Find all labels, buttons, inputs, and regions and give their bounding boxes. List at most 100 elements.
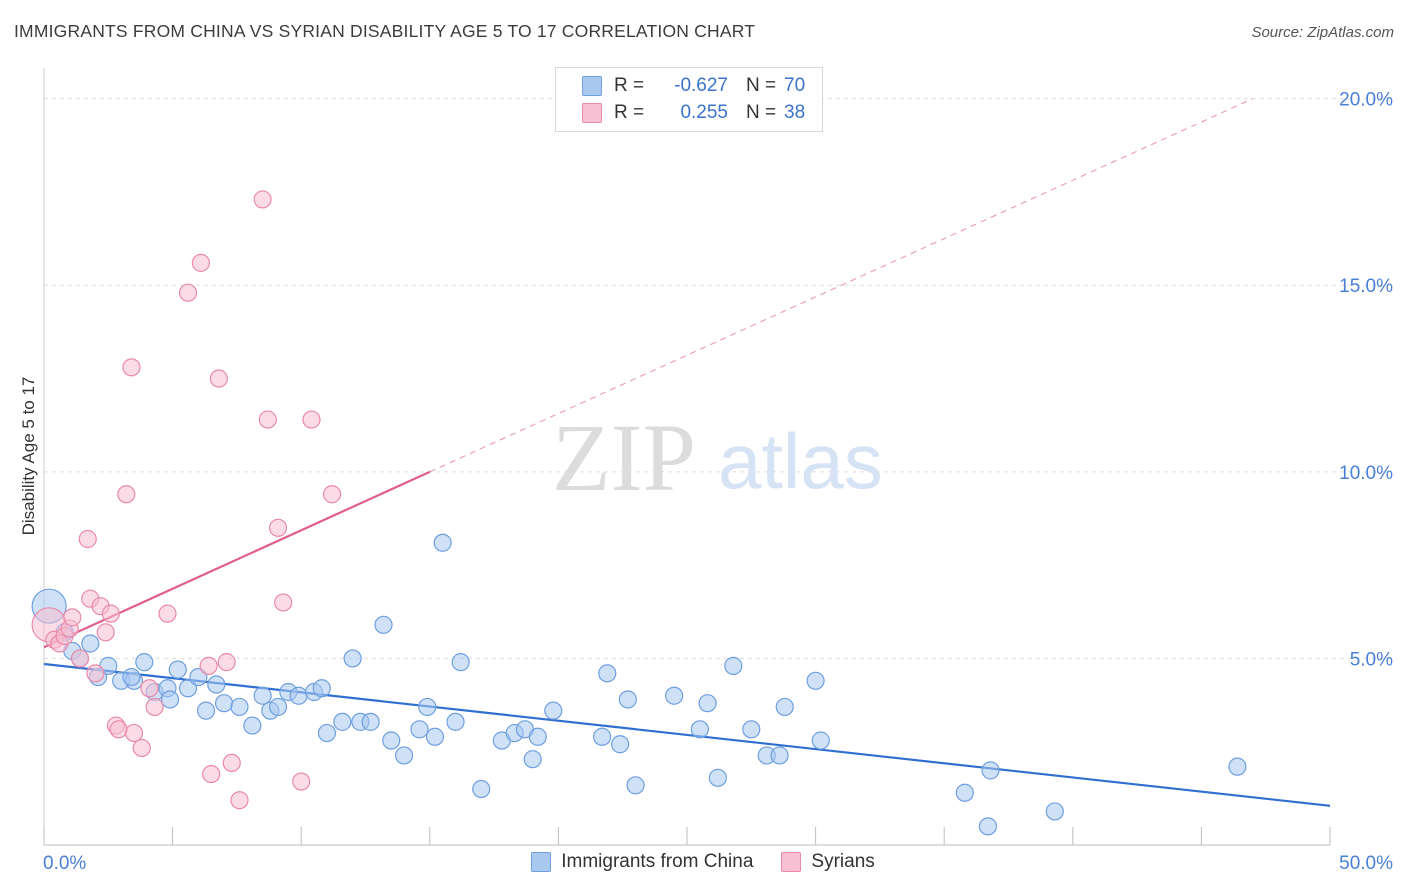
y-tick-label: 15.0% bbox=[1339, 276, 1393, 297]
data-point bbox=[135, 653, 154, 672]
y-axis-label: Disability Age 5 to 17 bbox=[19, 377, 38, 536]
data-point bbox=[214, 694, 234, 713]
data-point bbox=[70, 649, 90, 668]
legend-swatch-china bbox=[531, 852, 552, 872]
data-point bbox=[626, 776, 645, 795]
x-tick-label: 0.0% bbox=[43, 853, 86, 874]
data-point bbox=[425, 727, 445, 746]
legend-label-syrians: Syrians bbox=[811, 851, 875, 872]
data-point bbox=[202, 764, 221, 784]
data-point bbox=[253, 686, 272, 705]
legend-swatch-china bbox=[582, 76, 602, 96]
data-point bbox=[196, 701, 216, 720]
data-point bbox=[361, 712, 380, 731]
data-point bbox=[268, 518, 288, 537]
data-point bbox=[811, 731, 830, 750]
data-point bbox=[109, 720, 128, 739]
y-tick-label: 20.0% bbox=[1339, 90, 1393, 111]
x-tick-labels: 0.0% 50.0% bbox=[43, 853, 1393, 874]
n-value: 70 bbox=[784, 75, 806, 96]
data-point bbox=[317, 723, 337, 743]
legend-swatch-syrians bbox=[781, 852, 802, 872]
data-point bbox=[472, 779, 491, 799]
data-point bbox=[343, 649, 362, 668]
data-point bbox=[598, 664, 617, 683]
data-point bbox=[322, 485, 342, 504]
trend-line-china bbox=[43, 662, 1331, 807]
legend-item-china: Immigrants from China bbox=[531, 851, 753, 873]
r-value: -0.627 bbox=[674, 75, 728, 96]
watermark: ZIP atlas bbox=[552, 404, 883, 511]
data-point bbox=[698, 694, 717, 713]
data-point bbox=[217, 653, 236, 672]
legend-row-china: R = -0.627 N = 70 bbox=[556, 73, 805, 99]
data-point bbox=[230, 791, 249, 810]
data-point bbox=[168, 660, 187, 679]
series-legend: Immigrants from China Syrians bbox=[0, 851, 1406, 873]
data-point bbox=[394, 746, 414, 765]
trend-line-extension bbox=[429, 98, 1254, 473]
data-point bbox=[528, 727, 547, 746]
legend-label-china: Immigrants from China bbox=[561, 851, 754, 872]
data-point bbox=[199, 656, 218, 675]
data-point bbox=[1045, 802, 1064, 821]
data-point bbox=[122, 358, 141, 377]
data-point bbox=[96, 623, 115, 642]
r-value: 0.255 bbox=[680, 102, 728, 123]
data-point bbox=[222, 753, 241, 773]
data-point bbox=[374, 615, 393, 634]
data-point bbox=[690, 720, 709, 739]
n-value: 38 bbox=[784, 102, 806, 123]
data-point bbox=[1228, 757, 1247, 776]
trend-line-syrians bbox=[43, 470, 431, 649]
watermark-atlas: atlas bbox=[718, 417, 883, 505]
data-point bbox=[593, 727, 612, 746]
data-point bbox=[230, 697, 249, 717]
data-point bbox=[207, 675, 226, 694]
data-point bbox=[258, 410, 277, 429]
data-point bbox=[268, 697, 288, 717]
y-tick-label: 5.0% bbox=[1350, 649, 1393, 670]
n-label: N = bbox=[746, 102, 777, 123]
data-point bbox=[312, 679, 331, 698]
data-point bbox=[708, 768, 727, 787]
data-point bbox=[243, 716, 262, 735]
data-point bbox=[775, 697, 794, 717]
data-point bbox=[160, 690, 180, 709]
data-point bbox=[955, 783, 974, 802]
data-point bbox=[145, 697, 164, 717]
data-point bbox=[101, 604, 120, 623]
data-point bbox=[289, 686, 308, 705]
data-point bbox=[63, 608, 82, 627]
data-point bbox=[86, 664, 105, 683]
watermark-zip: ZIP bbox=[552, 404, 696, 511]
series-china-points bbox=[31, 533, 1247, 836]
data-point bbox=[140, 679, 159, 698]
data-point bbox=[132, 738, 151, 758]
data-point bbox=[544, 701, 563, 720]
data-point bbox=[978, 817, 998, 836]
legend-swatch-syrians bbox=[582, 103, 602, 123]
y-tick-labels: 5.0% 10.0% 15.0% 20.0% bbox=[1339, 90, 1393, 671]
series-syrians-points bbox=[31, 190, 342, 810]
r-label: R = bbox=[614, 75, 645, 96]
data-point bbox=[418, 697, 437, 717]
data-point bbox=[665, 686, 684, 705]
x-tick-label: 50.0% bbox=[1339, 853, 1393, 874]
n-label: N = bbox=[746, 75, 777, 96]
axes bbox=[43, 68, 1331, 846]
data-point bbox=[253, 190, 272, 209]
data-point bbox=[302, 410, 321, 429]
data-point bbox=[451, 653, 470, 672]
data-point bbox=[433, 533, 452, 552]
data-point bbox=[446, 712, 465, 731]
source-credit: Source: ZipAtlas.com bbox=[1251, 24, 1394, 41]
data-point bbox=[410, 720, 429, 739]
r-label: R = bbox=[614, 102, 645, 123]
data-point bbox=[78, 529, 97, 549]
data-point bbox=[117, 485, 136, 504]
data-point bbox=[178, 283, 198, 302]
data-point bbox=[806, 671, 825, 690]
data-point bbox=[274, 593, 293, 612]
